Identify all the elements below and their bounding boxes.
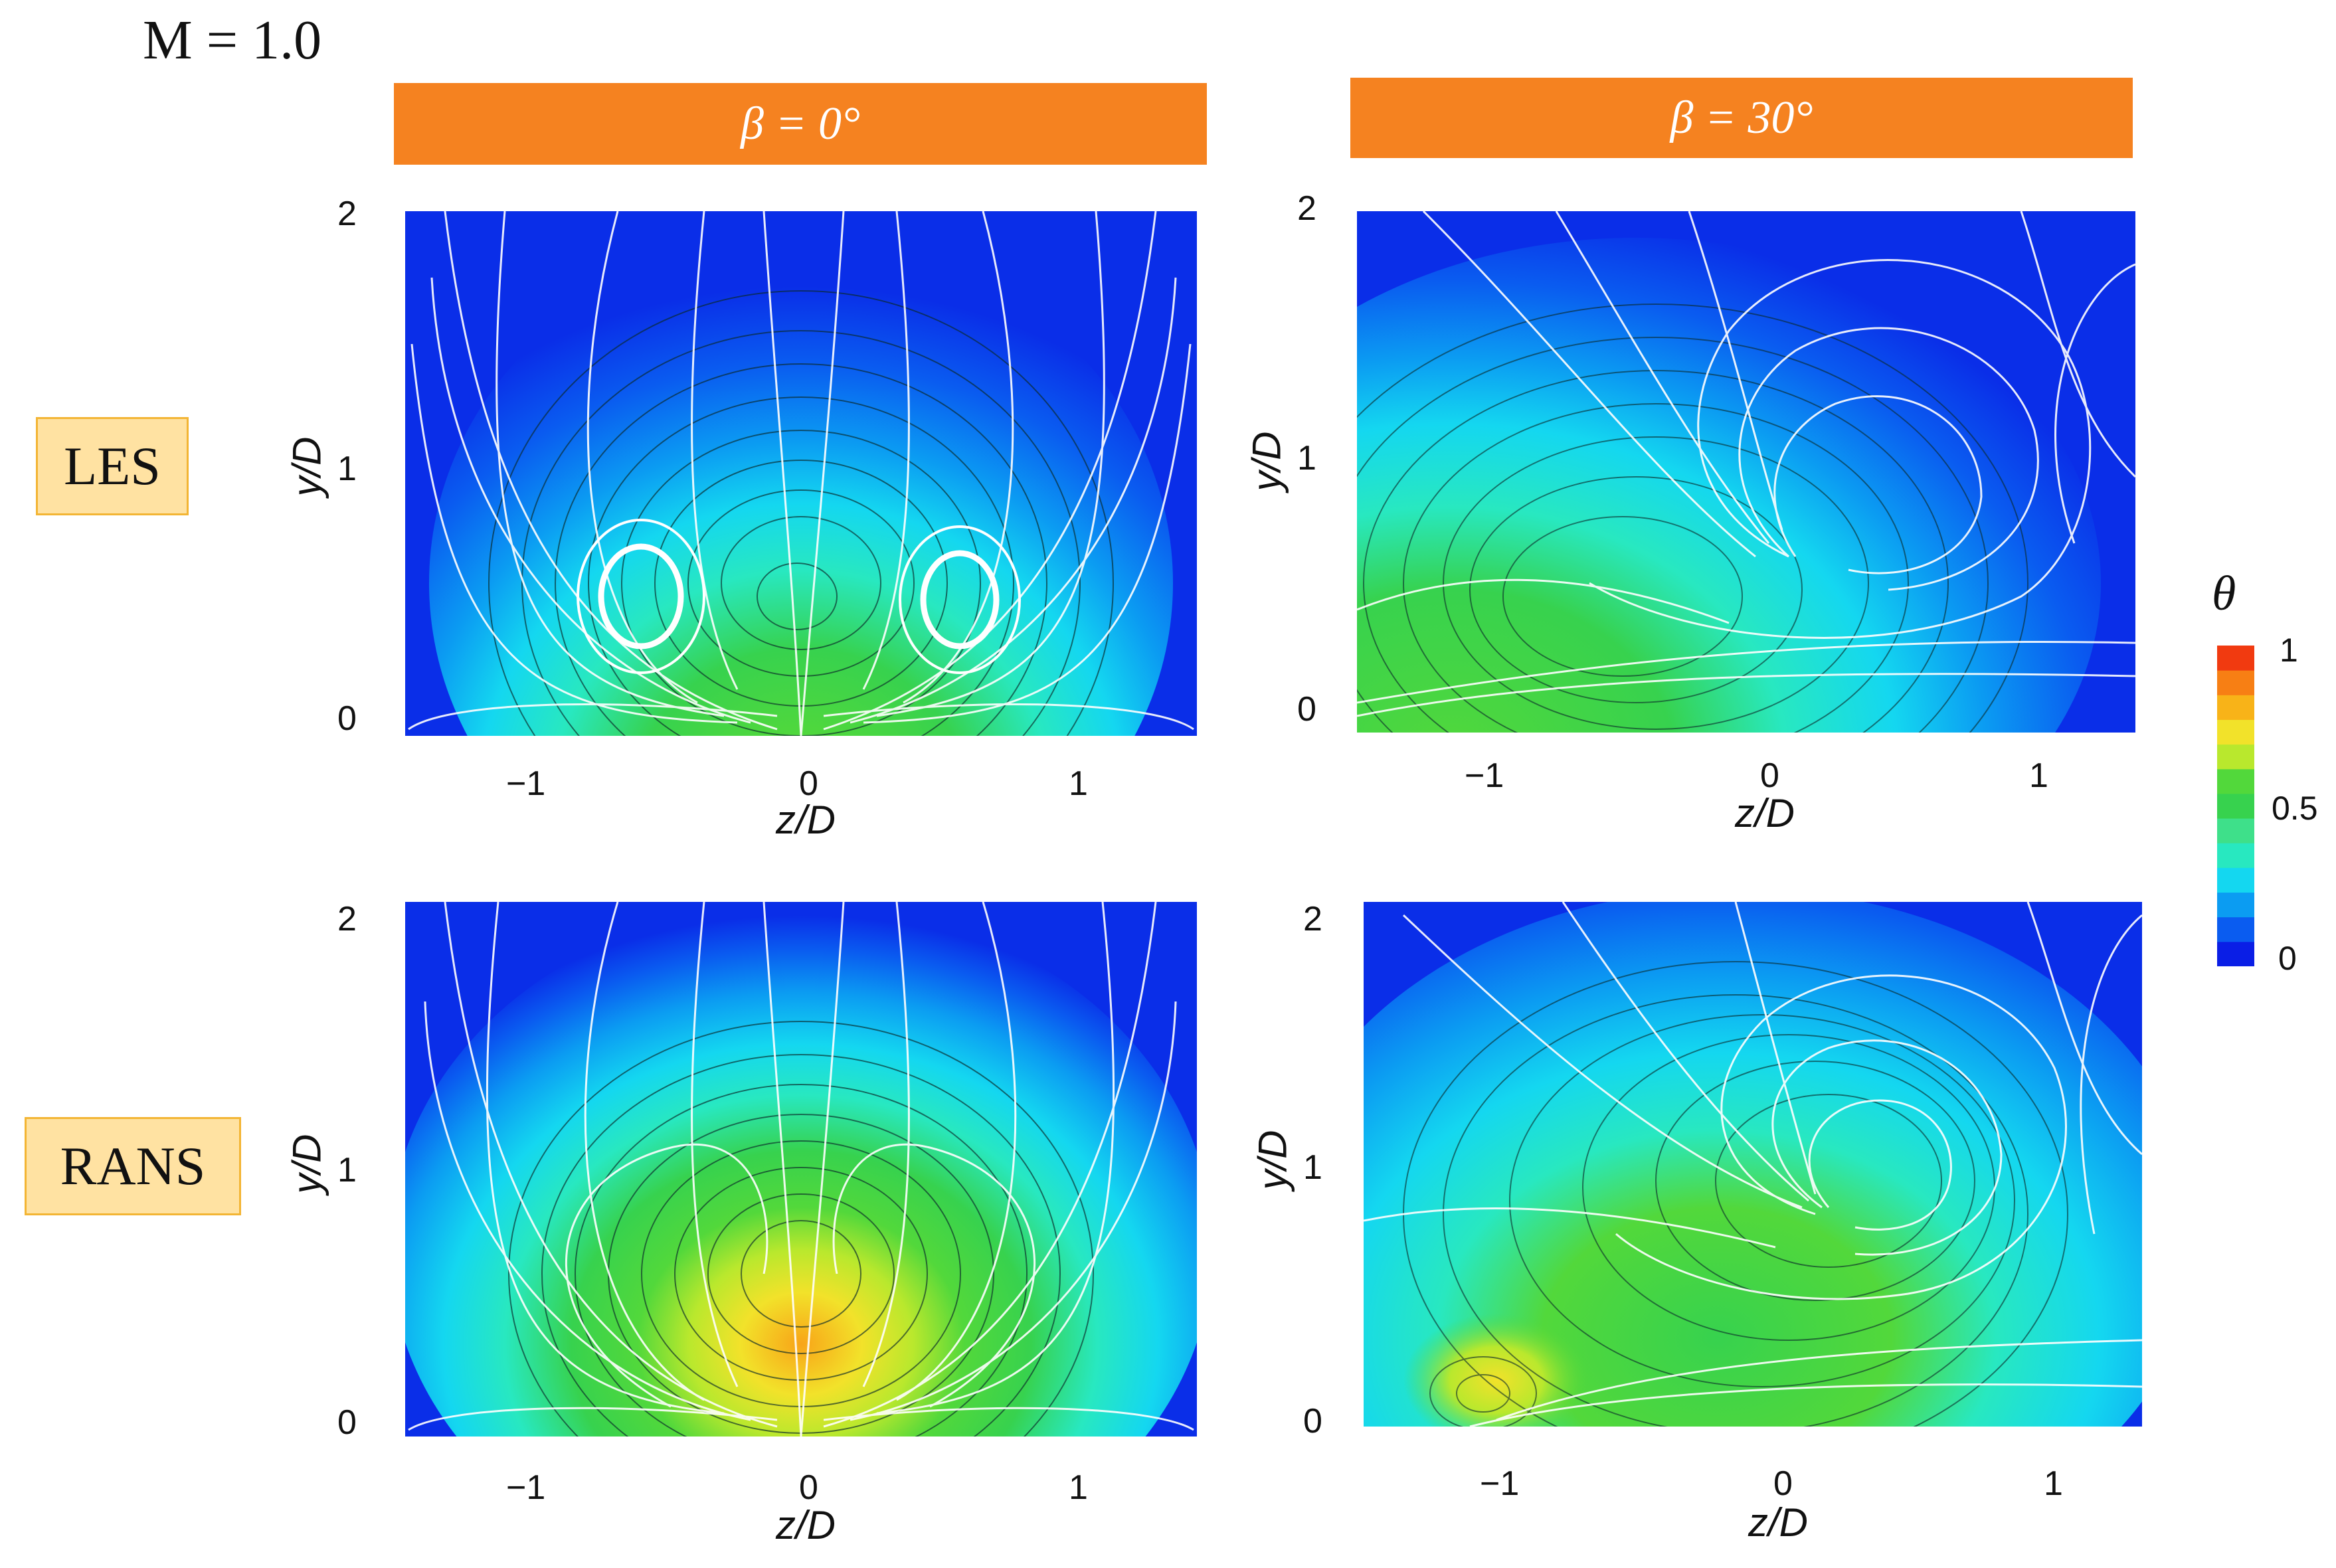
x-axis-label-d: z/D: [1748, 1500, 1808, 1545]
contour-panel-rans-beta0: [405, 902, 1197, 1437]
x-tick-d-1: 1: [2044, 1464, 2063, 1503]
y-tick-c-1: 1: [337, 1151, 357, 1189]
colorbar: [2217, 646, 2254, 966]
row-label-rans: RANS: [25, 1117, 241, 1215]
colorbar-band: [2217, 793, 2254, 819]
column-header-beta-30: β = 30°: [1350, 78, 2133, 158]
colorbar-tick-0: 0: [2278, 940, 2297, 977]
x-tick-a-0: 0: [799, 764, 818, 803]
contour-panel-les-beta30: [1357, 211, 2135, 733]
colorbar-title: θ: [2212, 566, 2236, 621]
colorbar-band: [2217, 916, 2254, 942]
y-tick-a-0: 0: [337, 699, 357, 738]
y-tick-d-0: 0: [1303, 1402, 1322, 1440]
y-axis-label-a: y/D: [284, 436, 329, 497]
colorbar-band: [2217, 867, 2254, 893]
y-tick-a-1: 1: [337, 450, 357, 488]
colorbar-band: [2217, 768, 2254, 794]
y-tick-a-2: 2: [337, 195, 357, 233]
y-tick-c-2: 2: [337, 900, 357, 938]
column-header-beta-0: β = 0°: [394, 83, 1207, 165]
x-tick-a-1: 1: [1069, 764, 1088, 803]
colorbar-band: [2217, 695, 2254, 720]
colorbar-tick-1: 1: [2280, 632, 2298, 669]
contour-panel-les-beta0: [405, 211, 1197, 736]
x-tick-a-neg1: −1: [506, 764, 546, 803]
y-axis-label-d: y/D: [1250, 1130, 1295, 1190]
colorbar-band: [2217, 941, 2254, 966]
row-label-les: LES: [36, 417, 189, 515]
y-axis-label-c: y/D: [284, 1134, 329, 1194]
x-tick-b-neg1: −1: [1465, 756, 1504, 795]
mach-number-label: M = 1.0: [143, 9, 322, 71]
y-tick-b-0: 0: [1297, 690, 1316, 729]
x-tick-d-0: 0: [1773, 1464, 1793, 1503]
x-axis-label-a: z/D: [776, 798, 836, 842]
colorbar-band: [2217, 670, 2254, 695]
colorbar-band: [2217, 719, 2254, 745]
colorbar-band: [2217, 892, 2254, 918]
x-tick-b-1: 1: [2029, 756, 2048, 795]
y-axis-label-b: y/D: [1244, 431, 1289, 491]
colorbar-band: [2217, 843, 2254, 868]
y-tick-c-0: 0: [337, 1403, 357, 1442]
x-axis-label-c: z/D: [776, 1503, 836, 1547]
x-axis-label-b: z/D: [1735, 791, 1795, 835]
y-tick-d-2: 2: [1303, 900, 1322, 938]
colorbar-band: [2217, 646, 2254, 671]
contour-panel-rans-beta30: [1364, 902, 2142, 1427]
y-tick-b-2: 2: [1297, 189, 1316, 228]
x-tick-c-1: 1: [1069, 1468, 1088, 1507]
y-tick-d-1: 1: [1303, 1148, 1322, 1187]
colorbar-band: [2217, 744, 2254, 770]
x-tick-c-0: 0: [799, 1468, 818, 1507]
x-tick-d-neg1: −1: [1480, 1464, 1520, 1503]
x-tick-b-0: 0: [1760, 756, 1779, 795]
x-tick-c-neg1: −1: [506, 1468, 546, 1507]
colorbar-band: [2217, 818, 2254, 843]
colorbar-tick-0-5: 0.5: [2272, 790, 2318, 827]
y-tick-b-1: 1: [1297, 439, 1316, 478]
